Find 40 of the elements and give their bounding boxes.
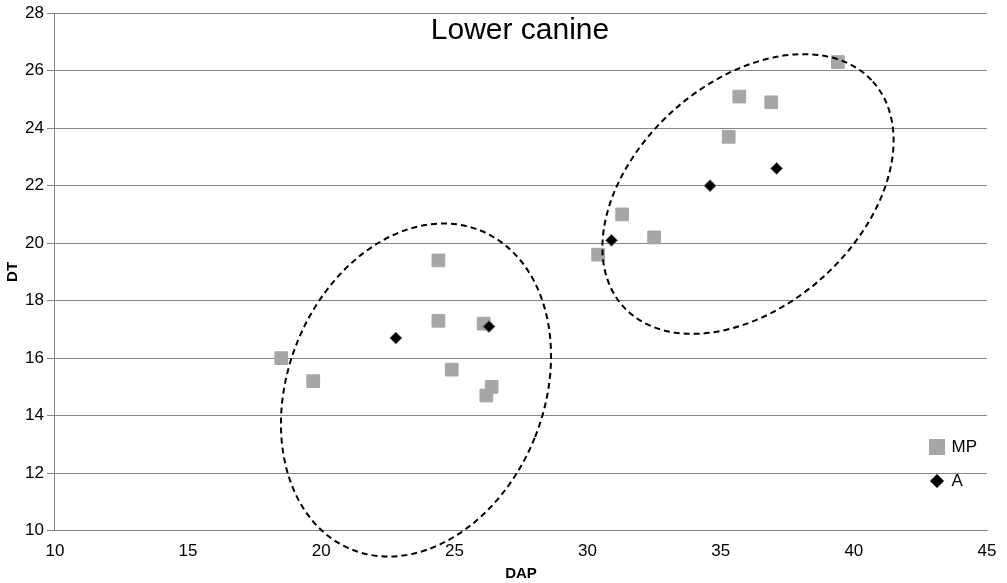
- y-tick-label: 16: [24, 347, 44, 367]
- point: [274, 351, 289, 365]
- x-tick-label: 45: [977, 541, 997, 561]
- y-tick-label: 20: [24, 232, 44, 252]
- x-tick-label: 15: [178, 541, 198, 561]
- point: [764, 95, 779, 110]
- x-axis-title: DAP: [505, 564, 537, 582]
- point: [721, 129, 736, 144]
- point: [703, 179, 717, 193]
- x-tick-label: 20: [311, 541, 331, 561]
- y-tick-label: 22: [24, 175, 44, 195]
- y-axis-title: DT: [3, 261, 21, 282]
- x-tick-label: 30: [578, 541, 597, 561]
- x-tick-label: 25: [444, 541, 464, 561]
- y-tick-label: 26: [24, 60, 44, 80]
- x-tick-label: 40: [844, 541, 864, 561]
- y-tick-label: 14: [24, 405, 44, 425]
- point: [591, 247, 606, 262]
- point: [484, 380, 499, 394]
- point: [306, 374, 321, 388]
- point: [647, 230, 661, 245]
- point: [389, 331, 403, 345]
- legend-label: MP: [951, 436, 977, 458]
- point: [770, 161, 784, 175]
- chart-title: Lower canine: [429, 12, 611, 46]
- point: [431, 313, 446, 328]
- point: [444, 362, 459, 377]
- y-tick-label: 10: [24, 520, 44, 540]
- y-tick-label: 28: [24, 2, 44, 22]
- x-tick-label: 10: [45, 541, 65, 561]
- point: [615, 207, 630, 222]
- y-tick-label: 24: [24, 117, 44, 137]
- point: [605, 233, 618, 247]
- y-tick-label: 12: [24, 462, 44, 482]
- x-tick-label: 35: [711, 541, 731, 561]
- point: [431, 253, 446, 268]
- point: [732, 89, 747, 104]
- point: [482, 320, 496, 334]
- legend-label: A: [951, 470, 963, 492]
- y-tick-label: 18: [24, 290, 44, 310]
